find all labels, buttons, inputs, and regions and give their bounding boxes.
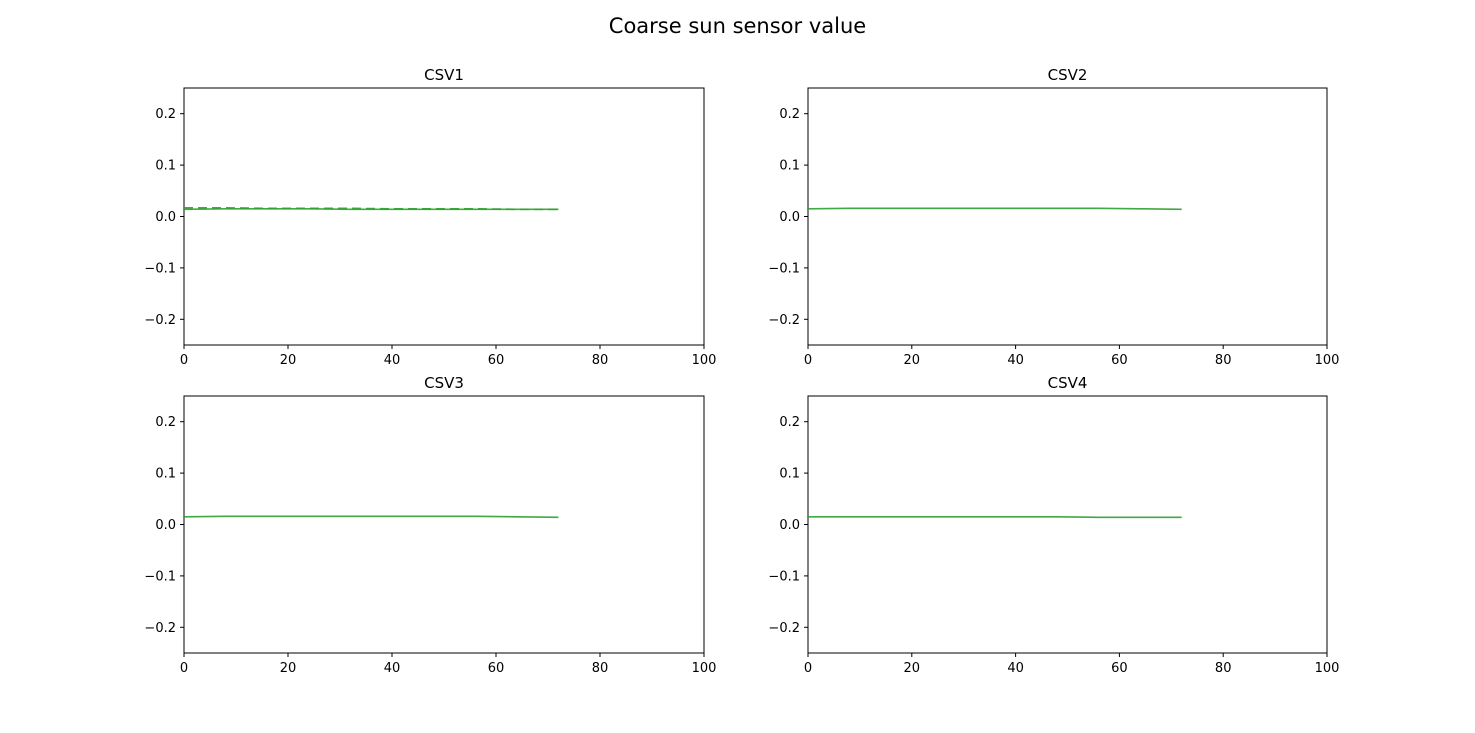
y-tick-label: 0.1 [155, 159, 176, 174]
y-tick-label: 0.1 [779, 159, 800, 174]
y-tick-label: 0.2 [155, 107, 176, 122]
x-tick-label: 40 [384, 661, 401, 676]
x-tick-label: 60 [1111, 353, 1128, 368]
y-tick-label: −0.2 [144, 313, 176, 328]
series-line-2 [184, 207, 559, 211]
y-tick-label: −0.2 [768, 621, 800, 636]
x-tick-label: 60 [488, 353, 505, 368]
axes-frame [183, 395, 705, 654]
y-tick-label: 0.2 [779, 107, 800, 122]
x-tick-label: 100 [1315, 661, 1340, 676]
x-tick-label: 100 [1315, 353, 1340, 368]
x-tick-label: 40 [384, 353, 401, 368]
y-tick-label: 0.0 [155, 210, 176, 225]
x-tick-label: 100 [692, 661, 717, 676]
x-tick-label: 20 [904, 353, 921, 368]
subplot-2: CSV2 0 20 40 60 80 100 −0.2 −0.1 0.0 0.1 0.2 [768, 66, 1339, 368]
x-tick-label: 0 [804, 661, 812, 676]
series-line-1 [808, 515, 1182, 519]
y-tick-label: 0.1 [155, 467, 176, 482]
x-tick-label: 0 [804, 353, 812, 368]
x-tick-label: 60 [488, 661, 505, 676]
y-tick-label: 0.2 [779, 415, 800, 430]
x-tick-label: 40 [1007, 353, 1024, 368]
axes-frame [183, 87, 705, 346]
series-line-1 [183, 515, 559, 519]
axes-title: CSV1 [424, 66, 464, 84]
x-tick-label: 0 [180, 661, 188, 676]
x-tick-label: 80 [1215, 353, 1232, 368]
subplot-1: CSV1 0 20 40 60 80 100 −0.2 −0.1 0.0 0.1 0.2 [144, 66, 716, 368]
y-tick-label: 0.2 [155, 415, 176, 430]
y-tick-label: −0.1 [768, 261, 800, 276]
x-tick-label: 80 [592, 661, 609, 676]
x-tick-label: 60 [1111, 661, 1128, 676]
y-tick-label: −0.1 [144, 261, 176, 276]
x-tick-label: 20 [280, 661, 297, 676]
x-tick-label: 20 [280, 353, 297, 368]
axes-title: CSV3 [424, 374, 464, 392]
axes-frame [807, 395, 1328, 654]
y-tick-label: −0.1 [768, 569, 800, 584]
subplot-3: CSV3 0 20 40 60 80 100 −0.2 −0.1 0.0 0.1 0.2 [144, 374, 716, 676]
axes-title: CSV4 [1048, 374, 1088, 392]
y-tick-label: 0.0 [155, 518, 176, 533]
x-tick-label: 0 [180, 353, 188, 368]
x-tick-label: 80 [1215, 661, 1232, 676]
y-tick-label: −0.2 [144, 621, 176, 636]
y-tick-label: 0.1 [779, 467, 800, 482]
axes-title: CSV2 [1048, 66, 1088, 84]
y-tick-label: −0.1 [144, 569, 176, 584]
x-tick-label: 20 [904, 661, 921, 676]
y-tick-label: −0.2 [768, 313, 800, 328]
x-tick-label: 80 [592, 353, 609, 368]
x-tick-label: 100 [692, 353, 717, 368]
axes-frame [807, 87, 1328, 346]
subplot-4: CSV4 0 20 40 60 80 100 −0.2 −0.1 0.0 0.1 0.2 [768, 374, 1339, 676]
series-line-1 [807, 207, 1182, 211]
x-tick-label: 40 [1007, 661, 1024, 676]
y-tick-label: 0.0 [779, 210, 800, 225]
figure-title: Coarse sun sensor value [609, 14, 866, 38]
y-tick-label: 0.0 [779, 518, 800, 533]
